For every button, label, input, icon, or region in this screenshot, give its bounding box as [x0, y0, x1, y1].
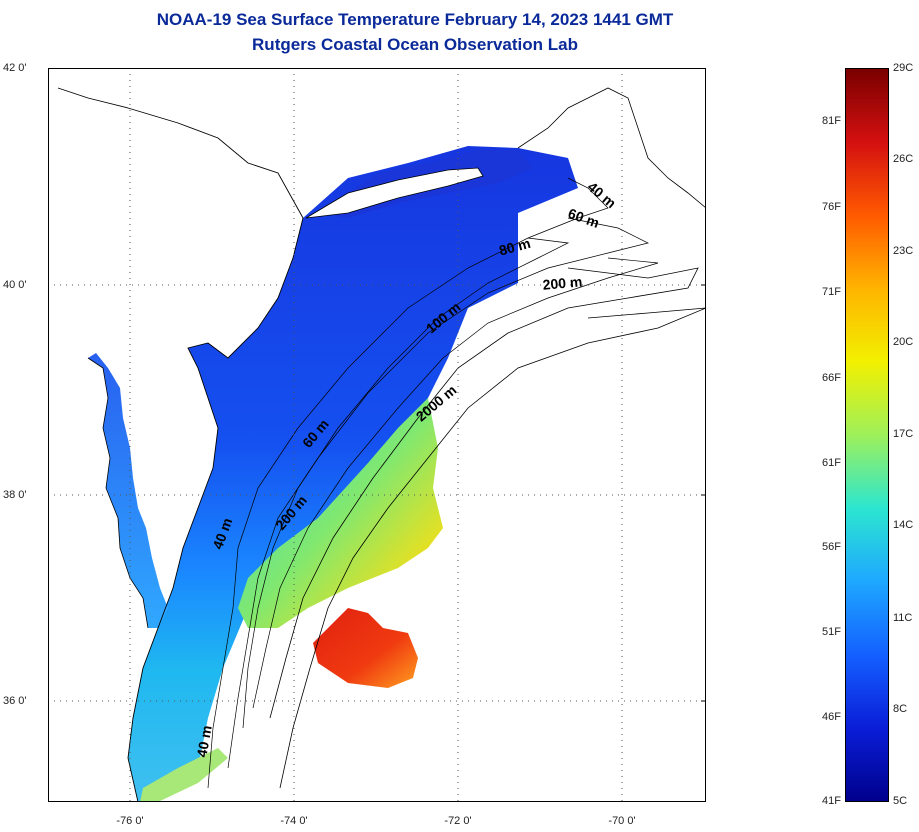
sst-map: 40 m 60 m 80 m 200 m 100 m 2000 m 60 m 2…: [48, 68, 706, 802]
colorbar-f-label: 81F: [822, 115, 841, 127]
southern-warm-streak: [140, 748, 228, 802]
isobath-100m: [252, 257, 659, 709]
slope-warm-water-region: [238, 398, 443, 628]
chesapeake-bay-region: [88, 353, 168, 628]
isobath-200m: [269, 267, 699, 719]
axis-ticks: [701, 68, 706, 702]
lat-label-42: 42 0': [3, 62, 27, 74]
lon-label-70: -70 0': [608, 815, 636, 827]
temperature-colorbar: [845, 68, 889, 802]
isobath-60m: [227, 217, 650, 769]
lon-label-74: -74 0': [280, 815, 308, 827]
colorbar-f-label: 71F: [822, 286, 841, 298]
warm-eddy-region: [313, 608, 418, 688]
isobath-40m: [207, 177, 609, 789]
depth-label: 60 m: [566, 205, 601, 231]
colorbar-c-label: 14C: [893, 519, 914, 531]
colorbar-f-label: 61F: [822, 457, 841, 469]
colorbar-c-label: 26C: [893, 153, 914, 165]
lon-label-76: -76 0': [116, 815, 144, 827]
colorbar-c-label: 23C: [893, 245, 914, 257]
colorbar-f-label: 41F: [822, 795, 841, 807]
colorbar-c-label: 8C: [893, 703, 908, 715]
depth-label: 40 m: [193, 724, 214, 758]
colorbar-f-label: 46F: [822, 711, 841, 723]
map-subtitle: Rutgers Coastal Ocean Observation Lab: [252, 35, 578, 54]
long-island-landmass: [305, 167, 484, 219]
lon-label-72: -72 0': [444, 815, 472, 827]
colorbar-f-label: 51F: [822, 626, 841, 638]
lat-label-36: 36 0': [3, 695, 27, 707]
colorbar-c-label: 5C: [893, 795, 908, 807]
depth-label: 80 m: [497, 235, 532, 259]
isobath-2000m: [279, 307, 706, 789]
colorbar-c-label: 11C: [893, 612, 913, 624]
isobath-80m: [242, 237, 570, 729]
lat-label-40: 40 0': [3, 279, 27, 291]
colorbar-f-label: 56F: [822, 541, 841, 553]
graticule: [48, 68, 706, 802]
depth-label: 200 m: [542, 273, 583, 292]
colorbar-f-label: 66F: [822, 372, 841, 384]
depth-label: 40 m: [585, 178, 620, 211]
colorbar-c-label: 20C: [893, 336, 914, 348]
delmarva-coast: [87, 357, 149, 629]
colorbar-c-label: 29C: [893, 62, 914, 74]
new-england-coast: [517, 87, 706, 209]
shelf-water-region: [128, 146, 578, 802]
lat-label-38: 38 0': [3, 489, 27, 501]
colorbar-f-label: 76F: [822, 201, 841, 213]
coastline: [57, 87, 304, 802]
map-frame: [48, 68, 706, 802]
colorbar-c-label: 17C: [893, 428, 914, 440]
map-title: NOAA-19 Sea Surface Temperature February…: [156, 10, 674, 29]
